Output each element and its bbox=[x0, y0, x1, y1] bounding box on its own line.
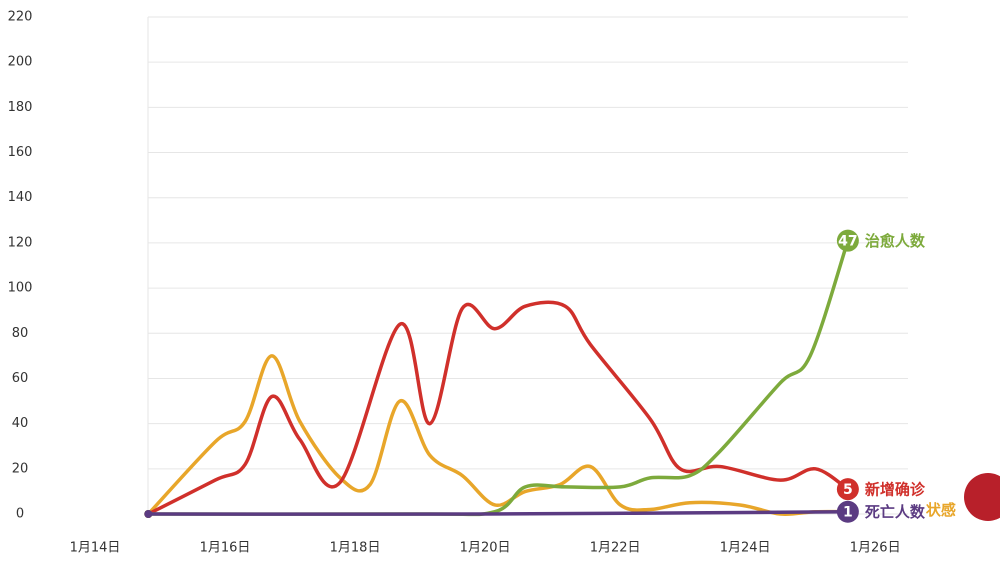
y-tick-label: 120 bbox=[8, 235, 33, 250]
x-tick-label: 1月18日 bbox=[330, 541, 381, 556]
x-tick-label: 1月22日 bbox=[590, 541, 641, 556]
legend-label: 状感 bbox=[926, 501, 956, 519]
x-tick-label: 1月20日 bbox=[460, 541, 511, 556]
end-badge bbox=[836, 478, 859, 501]
legend-label: 新增确诊 bbox=[865, 481, 926, 499]
y-tick-label: 100 bbox=[8, 281, 33, 296]
y-tick-label: 20 bbox=[12, 461, 29, 476]
y-tick-label: 160 bbox=[8, 145, 33, 160]
end-label: 47 bbox=[838, 234, 857, 250]
y-tick-label: 80 bbox=[12, 326, 29, 341]
legend-label: 治愈人数 bbox=[865, 232, 926, 250]
line bbox=[146, 354, 850, 516]
start-dot bbox=[144, 510, 153, 518]
y-tick-label: 180 bbox=[8, 100, 33, 115]
y-tick-label: 40 bbox=[12, 416, 29, 431]
y-tick-label: 200 bbox=[8, 55, 33, 70]
legend-label: 死亡人数 bbox=[865, 503, 926, 521]
end-badge bbox=[836, 229, 859, 252]
y-tick-label: 60 bbox=[12, 371, 29, 386]
y-tick-label: 140 bbox=[8, 190, 33, 205]
end-label: 1 bbox=[843, 505, 853, 521]
end-label: 5 bbox=[843, 482, 853, 498]
x-tick-label: 1月24日 bbox=[720, 541, 771, 556]
x-tick-label: 1月16日 bbox=[200, 541, 251, 556]
x-tick-label: 1月26日 bbox=[850, 541, 901, 556]
y-tick-label: 0 bbox=[16, 507, 24, 522]
line bbox=[146, 509, 850, 516]
logo bbox=[964, 473, 1000, 521]
x-tick-label: 1月14日 bbox=[70, 541, 121, 556]
line bbox=[146, 300, 850, 516]
y-tick-label: 220 bbox=[8, 10, 33, 25]
end-badge bbox=[836, 500, 859, 523]
